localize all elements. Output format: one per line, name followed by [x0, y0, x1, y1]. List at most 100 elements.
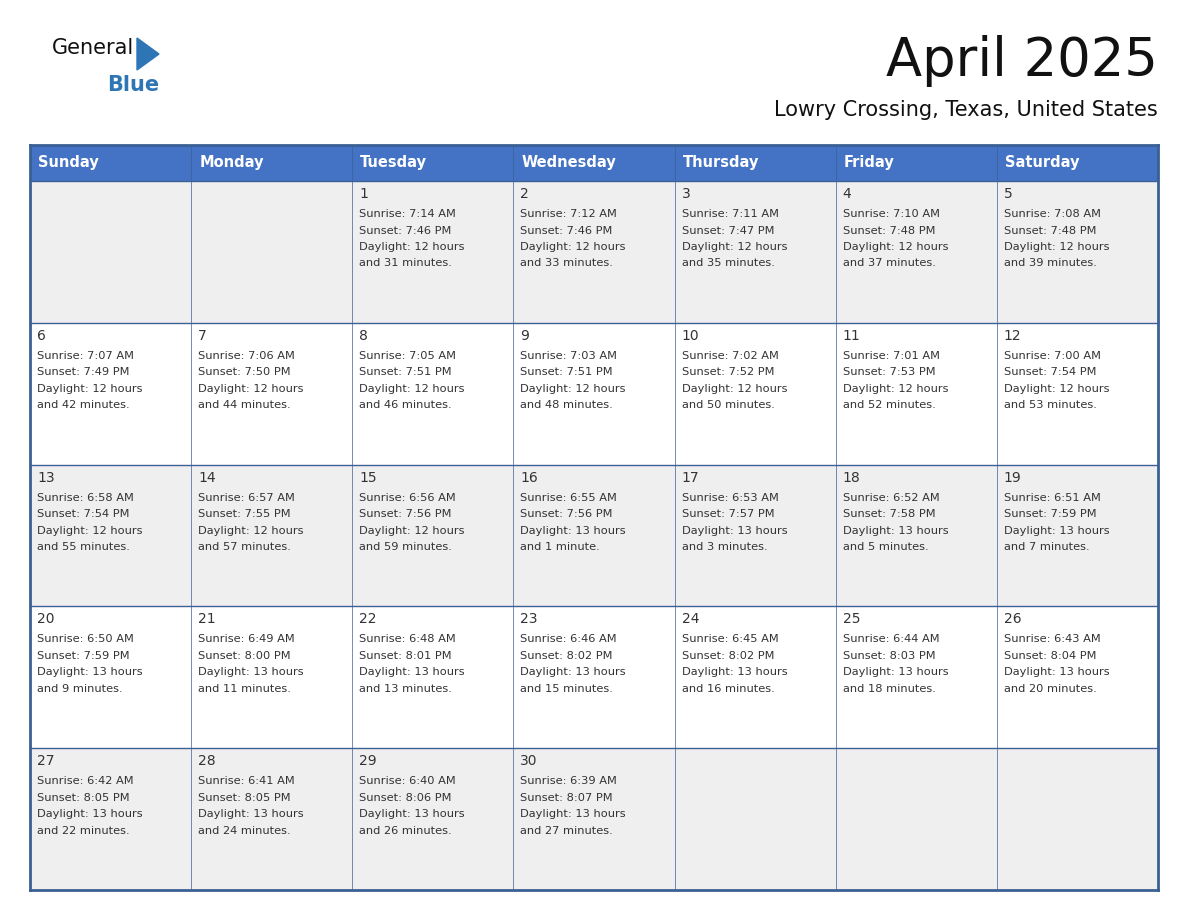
Text: and 27 minutes.: and 27 minutes. [520, 825, 613, 835]
Bar [30, 181, 1158, 323]
Text: Daylight: 12 hours: Daylight: 12 hours [198, 526, 304, 535]
Text: 7: 7 [198, 329, 207, 342]
Text: and 22 minutes.: and 22 minutes. [37, 825, 129, 835]
Text: Sunrise: 7:05 AM: Sunrise: 7:05 AM [359, 351, 456, 361]
Text: 13: 13 [37, 471, 55, 485]
Text: Sunset: 7:46 PM: Sunset: 7:46 PM [520, 226, 613, 236]
Text: Sunset: 7:46 PM: Sunset: 7:46 PM [359, 226, 451, 236]
Text: 10: 10 [682, 329, 700, 342]
Text: Sunrise: 6:43 AM: Sunrise: 6:43 AM [1004, 634, 1100, 644]
Text: Sunrise: 7:01 AM: Sunrise: 7:01 AM [842, 351, 940, 361]
Text: Daylight: 13 hours: Daylight: 13 hours [842, 667, 948, 677]
Text: Sunset: 7:56 PM: Sunset: 7:56 PM [359, 509, 451, 519]
Text: Sunrise: 6:48 AM: Sunrise: 6:48 AM [359, 634, 456, 644]
Text: and 7 minutes.: and 7 minutes. [1004, 543, 1089, 552]
Text: Sunset: 7:49 PM: Sunset: 7:49 PM [37, 367, 129, 377]
Text: Sunset: 7:53 PM: Sunset: 7:53 PM [842, 367, 935, 377]
Text: 21: 21 [198, 612, 216, 626]
Bar [30, 145, 191, 181]
Text: Sunrise: 6:56 AM: Sunrise: 6:56 AM [359, 493, 456, 502]
Text: Daylight: 13 hours: Daylight: 13 hours [1004, 667, 1110, 677]
Text: 1: 1 [359, 187, 368, 201]
Text: Sunset: 7:48 PM: Sunset: 7:48 PM [842, 226, 935, 236]
Text: Sunset: 8:03 PM: Sunset: 8:03 PM [842, 651, 935, 661]
Text: 27: 27 [37, 755, 55, 768]
Text: April 2025: April 2025 [886, 35, 1158, 87]
Text: Daylight: 12 hours: Daylight: 12 hours [1004, 384, 1110, 394]
Text: Sunset: 7:56 PM: Sunset: 7:56 PM [520, 509, 613, 519]
Text: Sunset: 7:58 PM: Sunset: 7:58 PM [842, 509, 935, 519]
Text: 24: 24 [682, 612, 699, 626]
Bar [997, 145, 1158, 181]
Text: and 15 minutes.: and 15 minutes. [520, 684, 613, 694]
Text: Sunrise: 6:52 AM: Sunrise: 6:52 AM [842, 493, 940, 502]
Text: and 50 minutes.: and 50 minutes. [682, 400, 775, 410]
Text: Sunset: 8:06 PM: Sunset: 8:06 PM [359, 793, 451, 802]
Bar [30, 748, 1158, 890]
Text: Sunset: 8:05 PM: Sunset: 8:05 PM [198, 793, 291, 802]
Text: Sunset: 7:47 PM: Sunset: 7:47 PM [682, 226, 775, 236]
Text: and 57 minutes.: and 57 minutes. [198, 543, 291, 552]
Text: Sunset: 7:52 PM: Sunset: 7:52 PM [682, 367, 775, 377]
Bar [191, 145, 353, 181]
Text: Sunset: 7:57 PM: Sunset: 7:57 PM [682, 509, 775, 519]
Text: and 59 minutes.: and 59 minutes. [359, 543, 453, 552]
Text: 2: 2 [520, 187, 529, 201]
Text: 3: 3 [682, 187, 690, 201]
Text: 4: 4 [842, 187, 852, 201]
Text: Daylight: 12 hours: Daylight: 12 hours [359, 384, 465, 394]
Text: Sunset: 8:05 PM: Sunset: 8:05 PM [37, 793, 129, 802]
Text: Daylight: 12 hours: Daylight: 12 hours [359, 242, 465, 252]
Text: and 18 minutes.: and 18 minutes. [842, 684, 936, 694]
Text: and 5 minutes.: and 5 minutes. [842, 543, 928, 552]
Text: Sunset: 7:55 PM: Sunset: 7:55 PM [198, 509, 291, 519]
Text: Sunrise: 7:06 AM: Sunrise: 7:06 AM [198, 351, 295, 361]
Text: 20: 20 [37, 612, 55, 626]
Text: Sunset: 7:50 PM: Sunset: 7:50 PM [198, 367, 291, 377]
Text: and 35 minutes.: and 35 minutes. [682, 259, 775, 268]
Text: Daylight: 12 hours: Daylight: 12 hours [1004, 242, 1110, 252]
Bar [675, 145, 835, 181]
Bar [30, 323, 1158, 465]
Text: Sunrise: 6:44 AM: Sunrise: 6:44 AM [842, 634, 940, 644]
Text: Sunrise: 7:14 AM: Sunrise: 7:14 AM [359, 209, 456, 219]
Bar [835, 145, 997, 181]
Text: Daylight: 13 hours: Daylight: 13 hours [359, 667, 465, 677]
Text: Sunset: 7:51 PM: Sunset: 7:51 PM [359, 367, 451, 377]
Text: and 9 minutes.: and 9 minutes. [37, 684, 122, 694]
Text: Sunset: 7:48 PM: Sunset: 7:48 PM [1004, 226, 1097, 236]
Text: and 20 minutes.: and 20 minutes. [1004, 684, 1097, 694]
Text: Daylight: 12 hours: Daylight: 12 hours [682, 242, 788, 252]
Bar [513, 145, 675, 181]
Text: Daylight: 13 hours: Daylight: 13 hours [682, 667, 788, 677]
Text: 9: 9 [520, 329, 530, 342]
Text: Sunrise: 6:46 AM: Sunrise: 6:46 AM [520, 634, 617, 644]
Text: Daylight: 12 hours: Daylight: 12 hours [37, 384, 143, 394]
Text: Sunset: 8:02 PM: Sunset: 8:02 PM [520, 651, 613, 661]
Text: Friday: Friday [843, 155, 895, 171]
Text: Sunrise: 6:55 AM: Sunrise: 6:55 AM [520, 493, 618, 502]
Text: and 16 minutes.: and 16 minutes. [682, 684, 775, 694]
Text: Sunset: 8:04 PM: Sunset: 8:04 PM [1004, 651, 1097, 661]
Text: Sunset: 8:00 PM: Sunset: 8:00 PM [198, 651, 291, 661]
Text: and 39 minutes.: and 39 minutes. [1004, 259, 1097, 268]
Text: Daylight: 12 hours: Daylight: 12 hours [37, 526, 143, 535]
Text: Daylight: 12 hours: Daylight: 12 hours [842, 242, 948, 252]
Text: Daylight: 13 hours: Daylight: 13 hours [37, 809, 143, 819]
Text: Daylight: 12 hours: Daylight: 12 hours [682, 384, 788, 394]
Text: and 3 minutes.: and 3 minutes. [682, 543, 767, 552]
Text: Thursday: Thursday [683, 155, 759, 171]
Text: Lowry Crossing, Texas, United States: Lowry Crossing, Texas, United States [775, 100, 1158, 120]
Text: Sunrise: 6:53 AM: Sunrise: 6:53 AM [682, 493, 778, 502]
Text: 28: 28 [198, 755, 216, 768]
Text: Daylight: 12 hours: Daylight: 12 hours [842, 384, 948, 394]
Text: General: General [52, 38, 134, 58]
Text: Daylight: 12 hours: Daylight: 12 hours [198, 384, 304, 394]
Bar [353, 145, 513, 181]
Text: Sunrise: 6:39 AM: Sunrise: 6:39 AM [520, 777, 618, 786]
Text: and 46 minutes.: and 46 minutes. [359, 400, 451, 410]
Text: Wednesday: Wednesday [522, 155, 617, 171]
Text: Sunset: 8:02 PM: Sunset: 8:02 PM [682, 651, 775, 661]
Text: 5: 5 [1004, 187, 1012, 201]
Text: Saturday: Saturday [1005, 155, 1080, 171]
